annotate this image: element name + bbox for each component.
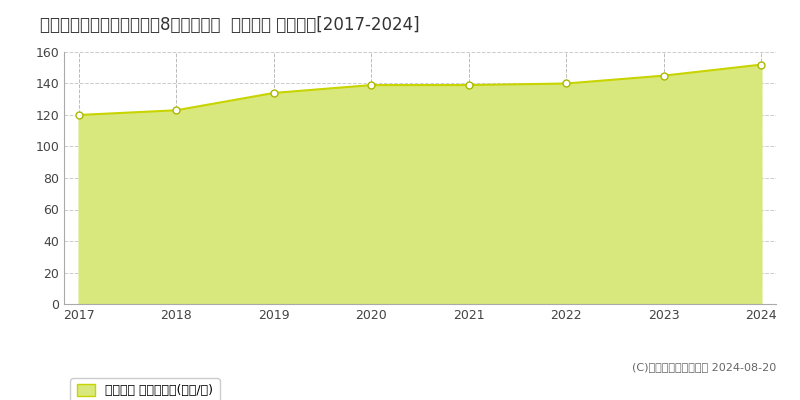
Point [462, 82, 475, 88]
Point [365, 82, 378, 88]
Text: (C)土地価格ドットコム 2024-08-20: (C)土地価格ドットコム 2024-08-20 [632, 362, 776, 372]
Legend: 地価公示 平均坤単価(万円/坤): 地価公示 平均坤単価(万円/坤) [70, 378, 219, 400]
Point [560, 80, 573, 87]
Text: 大阪府吹田市千里山霧が乙8５番２５外  地価公示 地価推移[2017-2024]: 大阪府吹田市千里山霧が乙8５番２５外 地価公示 地価推移[2017-2024] [40, 16, 420, 34]
Point [170, 107, 182, 114]
Point [658, 72, 670, 79]
Point [755, 61, 768, 68]
Point [72, 112, 85, 118]
Point [267, 90, 280, 96]
